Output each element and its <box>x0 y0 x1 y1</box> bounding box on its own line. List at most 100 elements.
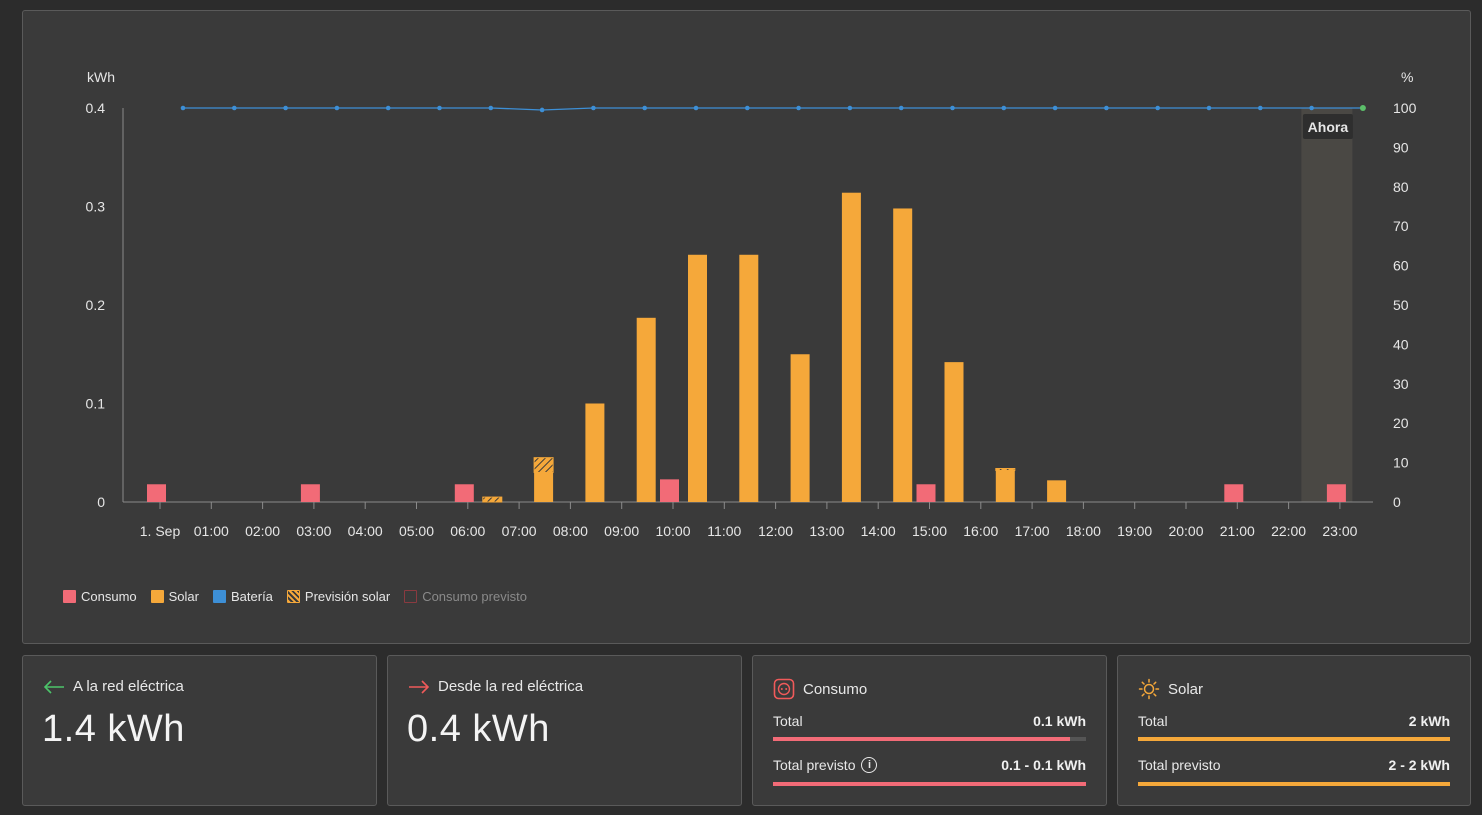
x-tick-label: 14:00 <box>861 523 896 539</box>
now-highlight-band <box>1301 108 1353 502</box>
left-axis-unit: kWh <box>87 69 115 85</box>
bateria-point[interactable] <box>745 105 750 111</box>
x-tick-label: 19:00 <box>1117 523 1152 539</box>
solar-total-label: Total <box>1138 713 1168 729</box>
x-tick-label: 13:00 <box>809 523 844 539</box>
consumo-bar[interactable] <box>1224 484 1244 502</box>
to-grid-title: A la red eléctrica <box>73 678 184 695</box>
solar-bar[interactable] <box>739 254 759 502</box>
prevision-solar-bar[interactable] <box>482 496 503 503</box>
bateria-point[interactable] <box>1155 105 1160 111</box>
legend-consumo-previsto[interactable]: Consumo previsto <box>404 589 527 604</box>
bateria-point[interactable] <box>1104 105 1109 111</box>
consumo-forecast-value: 0.1 - 0.1 kWh <box>1001 757 1086 773</box>
y-left-tick-label: 0.1 <box>86 396 106 412</box>
solar-bar[interactable] <box>944 362 964 502</box>
bateria-point[interactable] <box>693 105 699 111</box>
from-grid-header: Desde la red eléctrica <box>408 678 583 695</box>
consumo-bar[interactable] <box>1326 484 1346 502</box>
arrow-left-icon <box>43 679 64 694</box>
bateria-point[interactable] <box>898 105 904 111</box>
y-right-tick-label: 20 <box>1393 415 1409 431</box>
prevision-solar-bar[interactable] <box>533 457 554 473</box>
consumo-bar[interactable] <box>454 484 474 502</box>
legend-consumo[interactable]: Consumo <box>63 589 137 604</box>
x-tick-label: 23:00 <box>1322 523 1357 539</box>
x-tick-label: 20:00 <box>1168 523 1203 539</box>
bateria-point[interactable] <box>1206 105 1212 111</box>
legend-bateria[interactable]: Batería <box>213 589 273 604</box>
consumo-forecast-track <box>773 782 1086 786</box>
solar-bar[interactable] <box>841 192 861 502</box>
solar-total-fill <box>1138 737 1450 741</box>
bateria-point[interactable] <box>950 105 955 111</box>
y-right-tick-label: 0 <box>1393 494 1401 510</box>
bateria-point[interactable] <box>1309 105 1314 111</box>
y-right-tick-label: 60 <box>1393 258 1409 274</box>
consumo-total-value: 0.1 kWh <box>1033 713 1086 729</box>
solar-title: Solar <box>1168 680 1204 698</box>
y-right-tick-label: 70 <box>1393 218 1409 234</box>
sun-icon <box>1138 678 1160 700</box>
consumo-bar[interactable] <box>147 484 166 502</box>
bateria-point[interactable] <box>1258 105 1263 111</box>
bateria-point[interactable] <box>283 105 288 111</box>
x-tick-label: 10:00 <box>655 523 690 539</box>
x-tick-label: 06:00 <box>450 523 485 539</box>
chart-legend: Consumo Solar Batería Previsión solar Co… <box>63 589 527 604</box>
y-right-tick-label: 80 <box>1393 179 1409 195</box>
bateria-point[interactable] <box>642 105 647 111</box>
consumo-bar[interactable] <box>916 484 936 502</box>
bateria-point[interactable] <box>591 105 596 111</box>
legend-label-consumo-previsto: Consumo previsto <box>422 589 527 604</box>
consumo-title: Consumo <box>803 680 868 698</box>
y-left-tick-label: 0.4 <box>86 100 106 116</box>
legend-solar[interactable]: Solar <box>150 589 199 604</box>
x-tick-label: 15:00 <box>912 523 947 539</box>
bateria-point[interactable] <box>1001 105 1007 111</box>
y-right-tick-label: 40 <box>1393 336 1409 352</box>
bateria-point[interactable] <box>232 105 237 111</box>
bateria-point[interactable] <box>180 105 186 111</box>
info-icon[interactable]: i <box>861 757 878 773</box>
arrow-right-icon <box>409 679 430 694</box>
now-label-bg <box>1302 114 1353 139</box>
bateria-point[interactable] <box>334 105 340 111</box>
y-right-tick-label: 90 <box>1393 139 1409 155</box>
prevision-solar-bar[interactable] <box>995 468 1016 471</box>
solar-bar[interactable] <box>995 470 1015 502</box>
x-tick-label: 18:00 <box>1066 523 1101 539</box>
consumo-total-track <box>773 737 1086 741</box>
bateria-point[interactable] <box>385 105 391 111</box>
solar-bar[interactable] <box>534 472 554 502</box>
now-label: Ahora <box>1308 119 1349 135</box>
bateria-point[interactable] <box>437 105 442 111</box>
legend-swatch-bateria <box>213 590 226 603</box>
solar-bar[interactable] <box>585 403 605 503</box>
bateria-point[interactable] <box>847 105 853 111</box>
consumo-bar[interactable] <box>300 484 320 502</box>
bateria-point[interactable] <box>1052 105 1058 111</box>
bateria-point[interactable] <box>539 107 545 113</box>
x-tick-label: 12:00 <box>758 523 793 539</box>
bateria-point[interactable] <box>488 105 494 111</box>
plug-socket-icon <box>773 678 795 700</box>
solar-bar[interactable] <box>688 254 707 502</box>
bateria-point[interactable] <box>1359 105 1366 111</box>
bateria-line <box>183 107 1363 111</box>
y-right-tick-label: 100 <box>1393 100 1417 116</box>
solar-bar[interactable] <box>1047 480 1067 502</box>
legend-prevision-solar[interactable]: Previsión solar <box>286 589 390 604</box>
legend-label-solar: Solar <box>168 589 199 604</box>
right-axis-unit: % <box>1401 69 1413 85</box>
solar-forecast-fill <box>1138 782 1450 786</box>
bateria-point[interactable] <box>796 105 801 111</box>
solar-bar[interactable] <box>790 354 810 502</box>
consumo-bar[interactable] <box>660 479 679 502</box>
solar-bar[interactable] <box>893 208 913 502</box>
legend-label-bateria: Batería <box>231 589 273 604</box>
x-tick-label: 02:00 <box>245 523 280 539</box>
solar-bar[interactable] <box>636 317 656 502</box>
consumo-forecast-label-wrap: Total previsto i <box>773 757 878 773</box>
from-grid-card: Desde la red eléctrica 0.4 kWh <box>387 655 742 806</box>
